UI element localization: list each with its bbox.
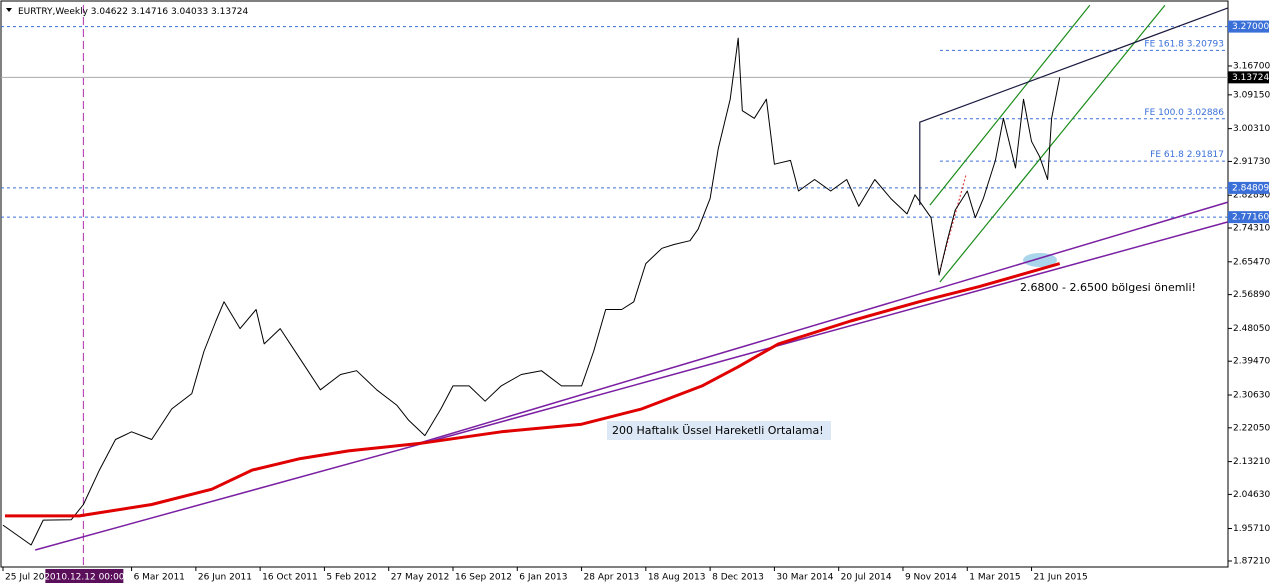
zone-highlight: [1023, 253, 1057, 267]
x-tick-label: 8 Dec 2013: [712, 573, 764, 583]
y-tick-label: 2.22050: [1233, 423, 1270, 433]
fib-label: FE 161.8 3.20793: [1144, 39, 1224, 49]
y-tick-label: 2.30630: [1233, 391, 1270, 401]
price-label-box: [1228, 20, 1269, 33]
fib-name: FE 61.8: [1150, 150, 1184, 160]
price-label-box: [1228, 181, 1269, 194]
x-tick-label: 28 Apr 2013: [584, 573, 640, 583]
fib-value: 3.02886: [1187, 107, 1224, 117]
y-tick-label: 2.91730: [1233, 157, 1270, 167]
annotation: 2.6800 - 2.6500 bölgesi önemli!: [1020, 281, 1196, 294]
y-tick-label: 2.82890: [1233, 191, 1270, 201]
y-tick-label: 1.95710: [1233, 524, 1270, 534]
price-label: 2.84809: [1232, 183, 1269, 193]
chart-title: EURTRY,Weekly: [18, 7, 89, 17]
ohlc-value: 3.04033: [171, 7, 208, 17]
header-arrow: [6, 8, 12, 12]
y-tick-label: 3.16700: [1233, 61, 1270, 71]
trend-line: [939, 4, 1166, 283]
x-tick-label: 20 Jul 2014: [841, 573, 892, 583]
annotation: 200 Haftalık Üssel Hareketli Ortalama!: [612, 424, 824, 437]
fib-name: FE 100.0: [1144, 107, 1184, 117]
x-tick-label: 18 Aug 2013: [648, 573, 706, 583]
fib-label: FE 100.0 3.02886: [1144, 107, 1224, 117]
x-tick-label: 16 Sep 2012: [455, 573, 512, 583]
y-tick-label: 2.39470: [1233, 357, 1270, 367]
ohlc-value: 3.14716: [131, 7, 168, 17]
x-tick-label: 1 Mar 2015: [969, 573, 1020, 583]
cursor-label: 2010.12.12 00:00: [44, 573, 125, 583]
x-tick-label: 9 Nov 2014: [905, 573, 957, 583]
y-tick-label: 1.87210: [1233, 556, 1270, 566]
fib-label: FE 61.8 2.91817: [1150, 150, 1224, 160]
fib-value: 2.91817: [1187, 150, 1224, 160]
price-label: 3.13724: [1232, 73, 1269, 83]
ohlc-value: 3.04622: [91, 7, 128, 17]
x-tick-label: 16 Oct 2011: [262, 573, 318, 583]
y-tick-label: 2.13210: [1233, 457, 1270, 467]
price-label-box: [1228, 71, 1269, 84]
price-line-series: [2, 37, 1061, 546]
x-tick-label: 6 Jan 2013: [519, 573, 567, 583]
trend-line: [35, 221, 1229, 551]
price-label: 3.27000: [1232, 22, 1269, 32]
fib-value: 3.20793: [1187, 39, 1224, 49]
y-tick-label: 3.09150: [1233, 90, 1270, 100]
annotation-box: [607, 421, 831, 440]
moving-average: [5, 262, 1061, 518]
trend-line: [919, 7, 1229, 206]
plot-frame: [0, 0, 1229, 568]
chart-header: EURTRY,Weekly 3.04622 3.14716 3.04033 3.…: [18, 7, 249, 17]
price-label-box: [1228, 211, 1269, 224]
x-tick-label: 21 Jun 2015: [1034, 573, 1088, 583]
trend-line: [419, 201, 1229, 444]
x-tick-label: 25 Jul 2010: [5, 573, 56, 583]
fib-name: FE 161.8: [1144, 39, 1184, 49]
y-tick-label: 2.65470: [1233, 257, 1270, 267]
x-tick-label: 27 May 2012: [391, 573, 450, 583]
y-tick-label: 2.04630: [1233, 490, 1270, 500]
x-tick-label: 6 Mar 2011: [134, 573, 185, 583]
cursor-label-box: [45, 569, 124, 583]
x-tick-label: 30 Mar 2014: [776, 573, 833, 583]
price-label: 2.77160: [1232, 213, 1269, 223]
x-tick-label: 5 Feb 2012: [326, 573, 376, 583]
y-tick-label: 2.74310: [1233, 224, 1270, 234]
y-tick-label: 2.56890: [1233, 290, 1270, 300]
y-tick-label: 3.00310: [1233, 124, 1270, 134]
ohlc-value: 3.13724: [211, 7, 248, 17]
trend-line: [929, 4, 1091, 206]
x-tick-label: 26 Jun 2011: [198, 573, 252, 583]
y-tick-label: 2.48050: [1233, 324, 1270, 334]
